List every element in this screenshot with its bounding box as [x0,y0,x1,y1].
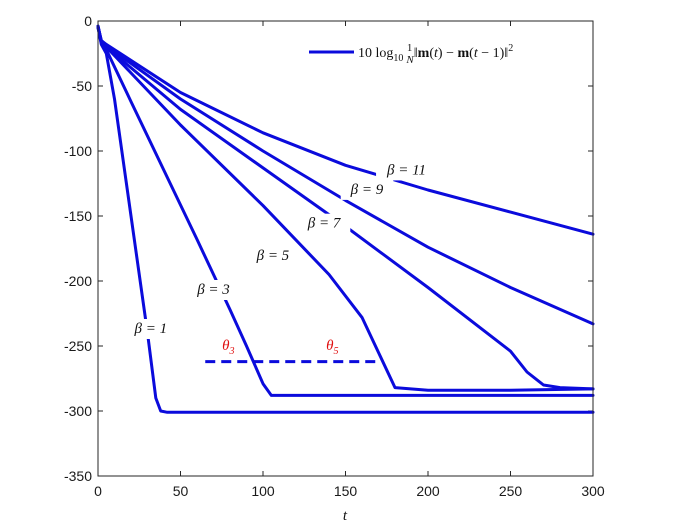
y-tick-label: -250 [64,338,92,354]
x-tick-label: 100 [251,483,275,499]
x-tick-label: 50 [173,483,189,499]
series-lines [96,24,595,414]
annotations: β = 1 β = 3 β = 5 β = 7 β = 9β = 11 θ3 θ5 [124,160,438,357]
series-line [96,26,595,397]
annotation-background [124,319,178,339]
series-annotation: β = 11 [386,162,426,178]
series-line [96,24,595,236]
plot-area [98,21,593,476]
series-annotation: β = 9 [350,182,384,198]
x-tick-label: 250 [499,483,523,499]
x-tick-label: 0 [94,483,102,499]
series-line [96,26,595,414]
annotation-background [340,179,394,200]
annotation-background [297,213,351,234]
legend-label: 10 log10 1 N‖m(t) − m(t − 1)‖2 [358,42,513,66]
series-annotation: β = 7 [307,216,342,232]
y-tick-label: -200 [64,273,92,289]
threshold-annotation: θ5 [326,338,338,357]
plot-frame [97,20,594,477]
legend: 10 log10 1 N‖m(t) − m(t − 1)‖2 [309,42,513,66]
annotation-background [187,280,240,300]
series-annotation: β = 1 [134,321,168,337]
series-annotation: β = 5 [256,248,290,264]
y-tick-label: -150 [64,208,92,224]
y-tick-label: -350 [64,468,92,484]
threshold-annotation: θ3 [222,338,234,357]
x-axis-label: t [343,508,348,524]
x-tick-label: 300 [581,483,605,499]
series-annotation: β = 3 [196,282,230,298]
y-tick-label: 0 [84,13,92,29]
axis-ticks: 0 50 100 150 200 250 300 0 -50 -100 -150 -200 -250 -3… [64,13,605,499]
y-tick-label: -50 [72,78,92,94]
annotation-background [376,160,438,181]
y-tick-label: -100 [64,143,92,159]
x-tick-label: 200 [416,483,440,499]
x-tick-label: 150 [334,483,358,499]
annotation-background [246,246,300,267]
y-tick-label: -300 [64,403,92,419]
